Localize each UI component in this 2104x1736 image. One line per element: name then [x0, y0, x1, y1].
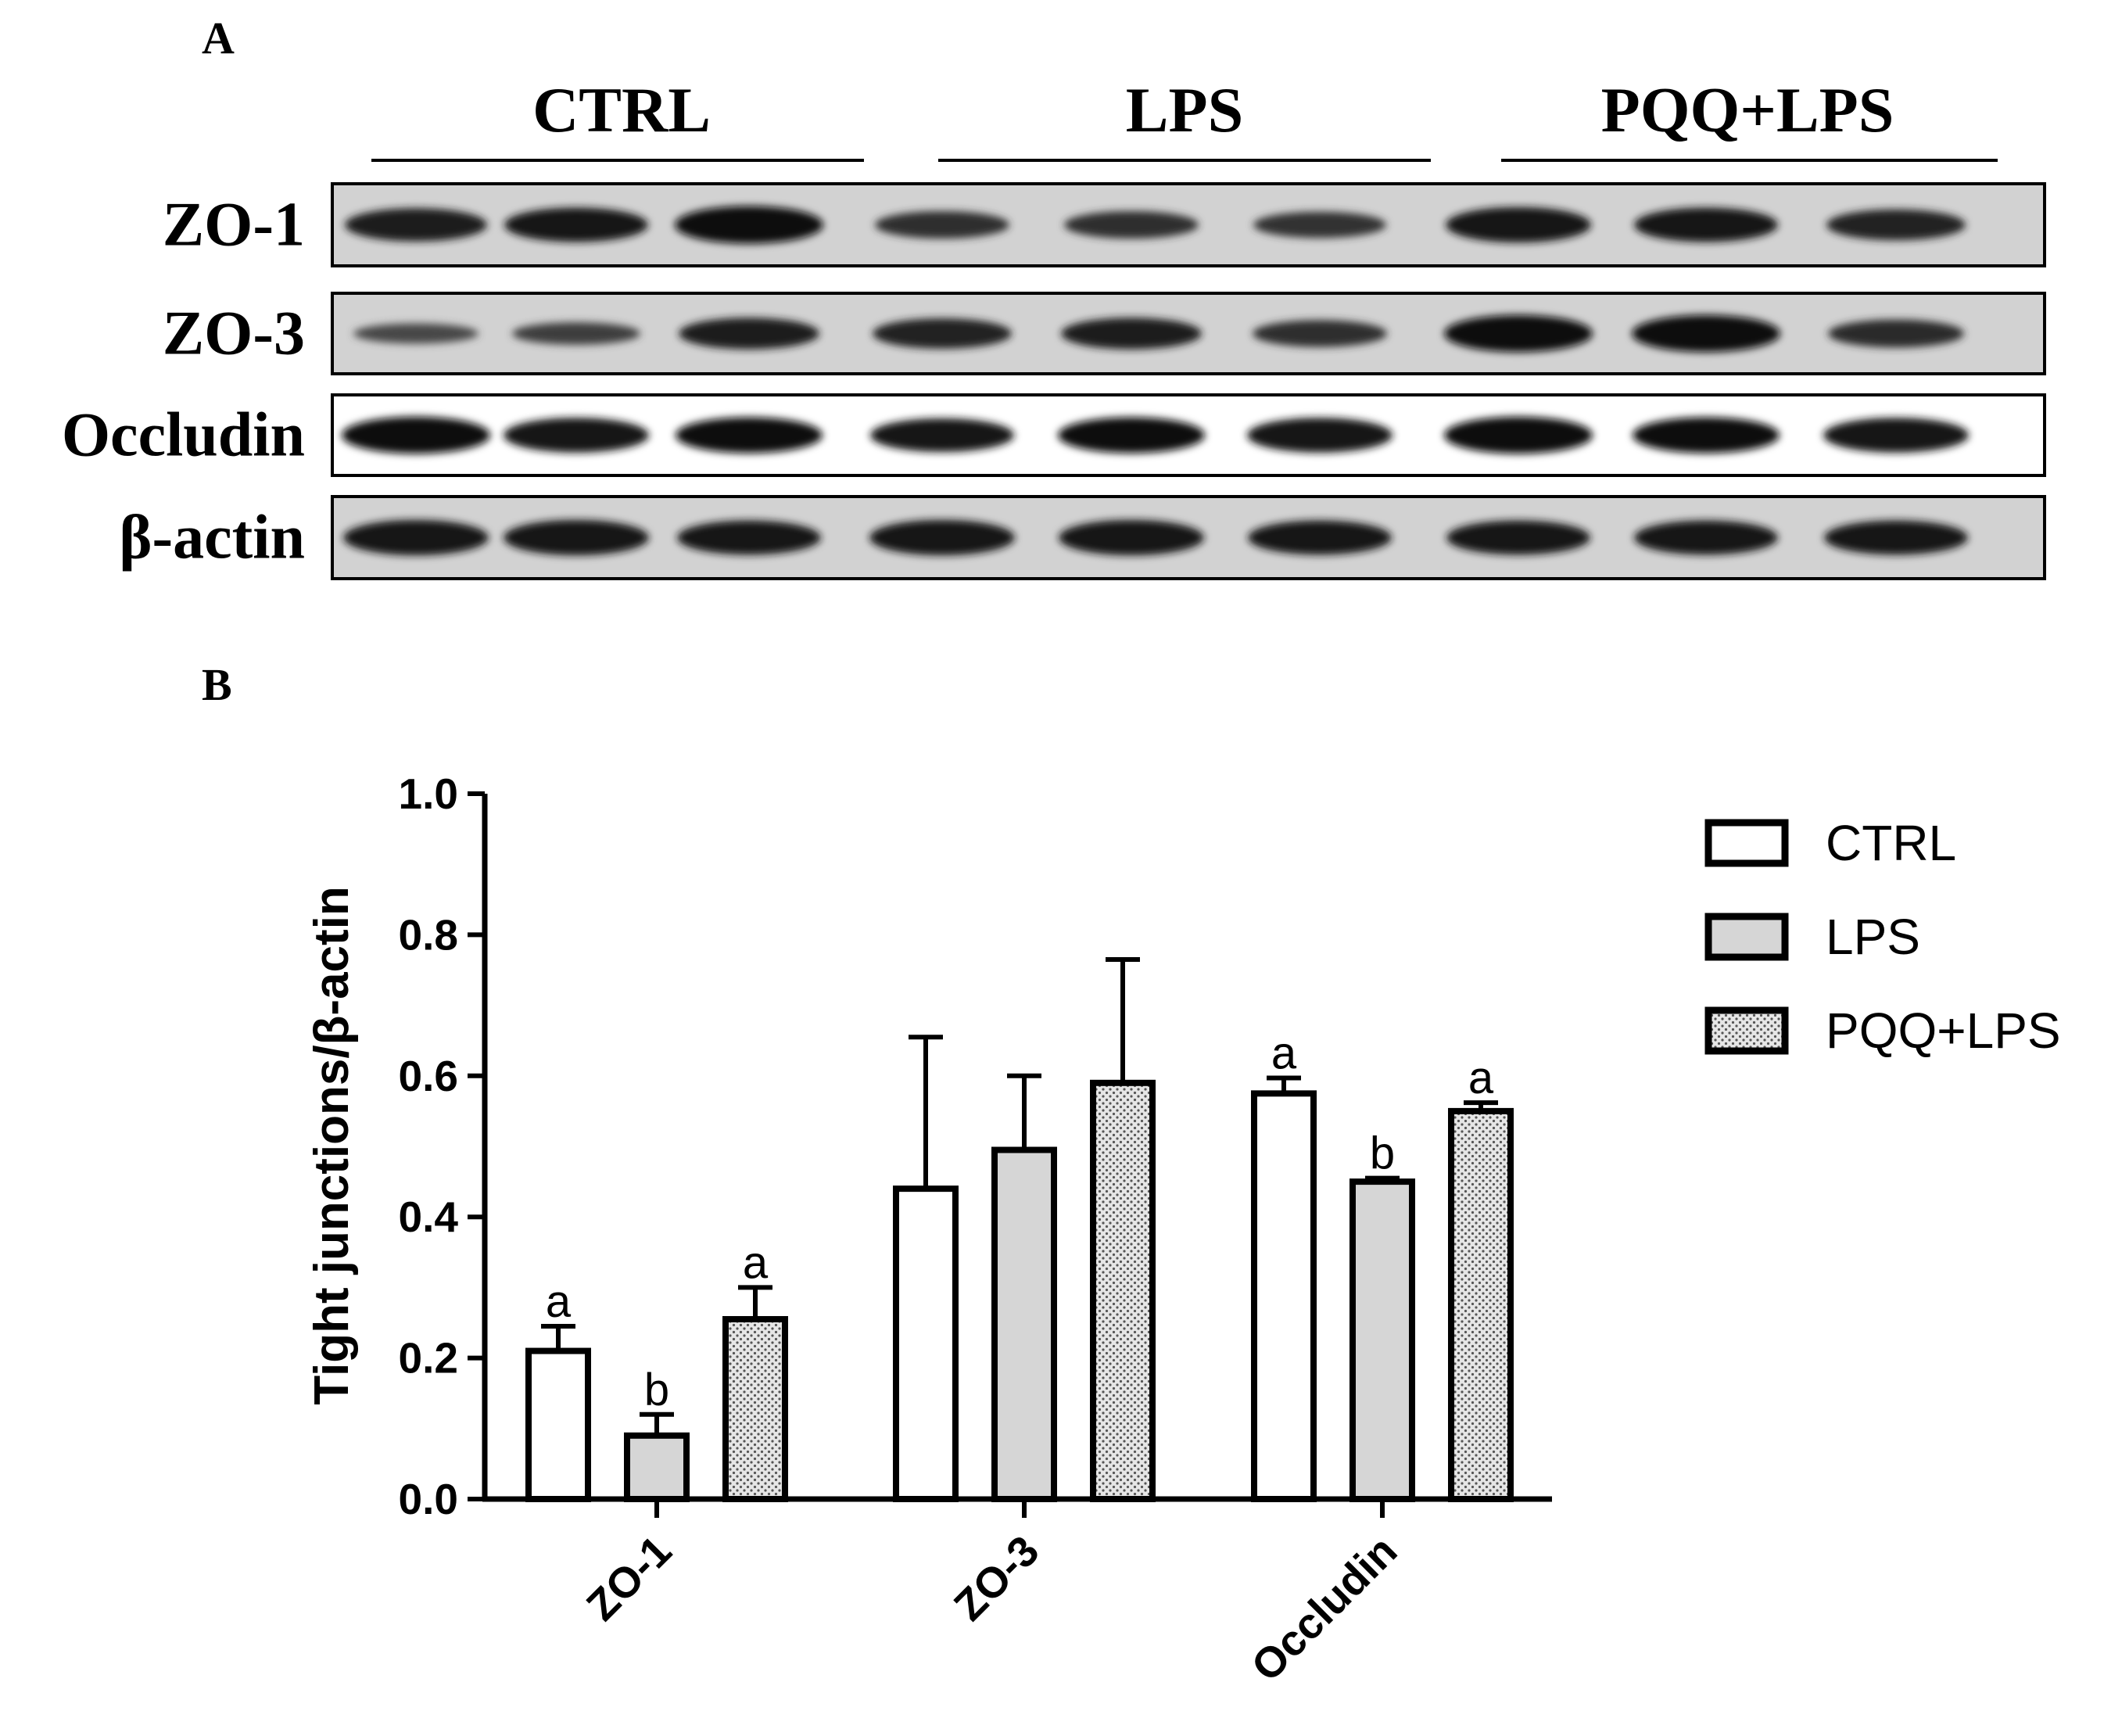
x-tick-label: ZO-3 [944, 1526, 1048, 1630]
blot-band [869, 519, 1015, 556]
blot-band [345, 208, 487, 242]
panel-b-label: B [202, 659, 232, 710]
blot-group-label: CTRL [532, 74, 711, 145]
bar [722, 1315, 788, 1502]
blot-band [1247, 418, 1393, 453]
blot-band [1828, 319, 1964, 348]
legend-label: CTRL [1826, 815, 1956, 871]
blot-band [1826, 209, 1966, 241]
blot-group-labels: CTRL LPS PQQ+LPS [371, 74, 1998, 162]
blot-row-label: ZO-1 [163, 191, 305, 260]
bar [1251, 1090, 1317, 1502]
legend-swatch [1704, 1006, 1789, 1055]
blot-band [675, 206, 823, 244]
blot-band [873, 318, 1012, 349]
y-tick-label: 0.8 [399, 910, 458, 959]
bar [1349, 1178, 1415, 1502]
blot-row-label: β-actin [119, 504, 305, 572]
bar [893, 1185, 959, 1502]
blot-band [1064, 210, 1199, 239]
significance-letter: a [1468, 1053, 1494, 1103]
blot-band [1059, 519, 1204, 556]
blot-band [875, 210, 1009, 239]
y-tick-label: 0.4 [399, 1193, 459, 1241]
legend: CTRL LPS PQQ+LPS [1704, 815, 2061, 1059]
bar [624, 1432, 690, 1502]
bar-chart: 0.0 0.2 0.4 0.6 0.8 1.0 Tight junctions/β-acti… [305, 769, 1552, 1691]
bar [525, 1347, 591, 1502]
blot-band [353, 323, 479, 344]
blot-row-label: Occludin [62, 401, 305, 470]
blot-band [504, 207, 648, 242]
x-tick-label: Occludin [1242, 1526, 1406, 1691]
y-tick-label: 0.2 [399, 1334, 458, 1383]
panel-a-label: A [202, 13, 235, 63]
blot-band [342, 416, 490, 454]
y-axis-title: Tight junctions/β-actin [305, 886, 359, 1405]
blot-band [1633, 417, 1780, 454]
blot-band [1253, 320, 1387, 347]
blot-band [1248, 520, 1392, 555]
legend-label: PQQ+LPS [1826, 1003, 2061, 1059]
significance-letter: b [644, 1365, 669, 1415]
blot-rows: ZO-1 ZO-3 Occludin β-actin [62, 182, 2046, 580]
blot-row-label: ZO-3 [163, 299, 305, 368]
significance-letter: a [743, 1237, 769, 1288]
bar [1448, 1107, 1514, 1503]
significance-letter: a [1271, 1028, 1297, 1079]
blot-band [343, 519, 489, 556]
legend-swatch [1704, 913, 1789, 961]
significance-letter: a [546, 1276, 572, 1327]
blot-band [1058, 417, 1205, 454]
blot-band [1446, 206, 1591, 243]
blot-band [504, 418, 649, 453]
y-tick-label: 0.6 [399, 1052, 458, 1100]
blot-group-label: PQQ+LPS [1601, 74, 1894, 145]
blot-band [1824, 520, 1968, 555]
blot-band [504, 519, 649, 556]
bar [991, 1146, 1057, 1502]
legend-swatch [1704, 819, 1789, 867]
blot-band [1632, 314, 1780, 353]
blot-band [677, 520, 821, 555]
x-tick-label: ZO-1 [577, 1526, 680, 1630]
blot-band [870, 418, 1014, 453]
blot-band [679, 317, 819, 350]
blot-band [1446, 520, 1590, 555]
legend-label: LPS [1826, 909, 1920, 965]
y-tick-label: 1.0 [399, 769, 458, 818]
blot-band [1634, 520, 1778, 555]
blot-band [1444, 314, 1593, 353]
y-tick-label: 0.0 [399, 1475, 458, 1523]
bar [1090, 1079, 1156, 1502]
blot-group-label: LPS [1126, 74, 1243, 145]
blot-band [512, 322, 640, 345]
blot-band [676, 417, 823, 454]
blot-band [1253, 211, 1386, 239]
blot-band [1061, 317, 1202, 350]
blot-band [1823, 418, 1969, 453]
blot-band [1444, 416, 1593, 454]
blot-band [1634, 207, 1778, 242]
significance-letter: b [1370, 1128, 1395, 1179]
